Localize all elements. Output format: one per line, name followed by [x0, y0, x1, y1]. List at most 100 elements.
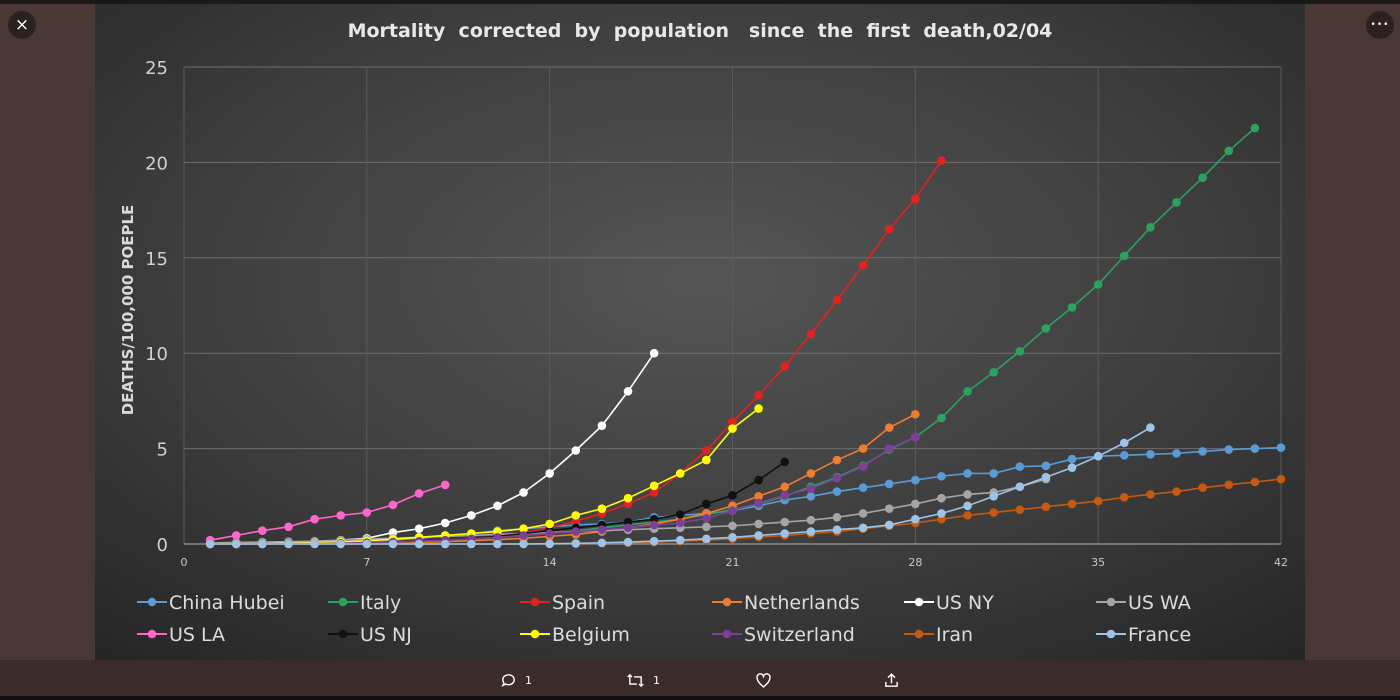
legend-label: Belgium [552, 624, 630, 646]
data-point [963, 490, 972, 499]
data-point [1172, 449, 1181, 458]
data-point [1146, 423, 1155, 432]
chart-background [95, 4, 1305, 660]
data-point [675, 518, 685, 528]
data-point [1041, 461, 1051, 471]
legend-item: France [1096, 624, 1191, 646]
data-point [414, 524, 424, 534]
data-point [963, 387, 972, 396]
data-point [1067, 303, 1077, 312]
data-point [806, 484, 816, 493]
legend-item: Spain [520, 592, 605, 614]
data-point [623, 537, 633, 547]
legend-item: US LA [137, 624, 225, 646]
data-point [1250, 477, 1260, 487]
data-point [571, 539, 581, 548]
data-point [989, 469, 998, 478]
data-point [1015, 346, 1025, 356]
top-border [0, 0, 1400, 4]
legend-swatch-marker [530, 629, 540, 639]
data-point [989, 367, 998, 377]
legend-label: Netherlands [744, 592, 860, 614]
reply-button[interactable]: 1 [500, 668, 532, 692]
legend-swatch-marker [1106, 629, 1116, 639]
data-point [1146, 222, 1155, 232]
data-point [493, 501, 502, 511]
data-point [832, 487, 842, 496]
data-point [519, 531, 528, 540]
data-point [675, 469, 685, 478]
data-point [1093, 280, 1103, 289]
share-button[interactable] [883, 668, 900, 692]
y-tick-label: 25 [145, 58, 168, 79]
data-point [493, 533, 502, 542]
data-point [440, 518, 450, 528]
legend-label: China Hubei [169, 592, 285, 614]
data-point [884, 444, 894, 453]
data-point [1015, 505, 1025, 514]
data-point [675, 510, 685, 519]
data-point [728, 417, 737, 427]
data-point [911, 514, 920, 524]
data-point [780, 482, 790, 492]
data-point [937, 413, 946, 423]
y-tick-label: 0 [157, 535, 168, 556]
data-point [702, 455, 711, 465]
data-point [1172, 487, 1181, 496]
data-point [1198, 173, 1207, 182]
data-point [1198, 483, 1207, 493]
data-point [310, 514, 319, 524]
data-point [649, 536, 659, 546]
data-point [754, 475, 763, 485]
data-point [649, 520, 659, 530]
action-bar: 1 1 [0, 660, 1400, 700]
data-point [884, 504, 894, 514]
retweet-button[interactable]: 1 [626, 668, 660, 692]
data-point [1119, 438, 1129, 448]
chart-title: Mortality corrected by population since … [348, 20, 1053, 42]
data-point [414, 539, 424, 549]
data-point [597, 525, 607, 534]
data-point [1224, 480, 1234, 490]
data-point [545, 539, 554, 549]
data-point [284, 539, 293, 549]
data-point [1093, 496, 1103, 506]
data-point [911, 475, 920, 485]
bottom-border [0, 696, 1400, 700]
data-point [519, 488, 528, 497]
mortality-chart: 0 5 10 15 20 25 0 7 14 21 28 35 42 China Hubei Italy S… [95, 4, 1305, 660]
legend-item: US WA [1096, 592, 1191, 614]
series-line [209, 484, 446, 541]
data-point [1198, 447, 1207, 456]
data-point [649, 481, 659, 491]
data-point [1172, 198, 1181, 207]
data-point [1067, 454, 1077, 464]
data-point [806, 329, 816, 339]
data-point [467, 511, 476, 520]
legend-item: Iran [904, 624, 973, 646]
legend-swatch-marker [338, 629, 348, 639]
close-icon[interactable]: × [8, 11, 36, 39]
data-point [858, 444, 868, 453]
heart-icon [756, 672, 771, 688]
data-point [1146, 490, 1155, 499]
like-button[interactable] [755, 668, 772, 692]
data-point [1067, 463, 1077, 472]
x-tick-label: 14 [543, 556, 557, 569]
legend-swatch-marker [338, 597, 348, 607]
data-point [231, 531, 241, 540]
data-point [780, 491, 790, 500]
data-point [937, 509, 946, 518]
more-options-icon[interactable]: ••• [1366, 11, 1394, 39]
data-point [884, 224, 894, 234]
data-point [806, 469, 816, 478]
reply-icon [501, 673, 515, 687]
y-tick-label: 10 [145, 344, 168, 365]
data-point [649, 488, 659, 497]
data-point [989, 492, 998, 501]
data-point [1250, 444, 1260, 453]
legend-swatch-marker [147, 597, 157, 607]
data-point [702, 522, 711, 532]
data-point [963, 511, 972, 520]
legend-label: France [1128, 624, 1191, 646]
